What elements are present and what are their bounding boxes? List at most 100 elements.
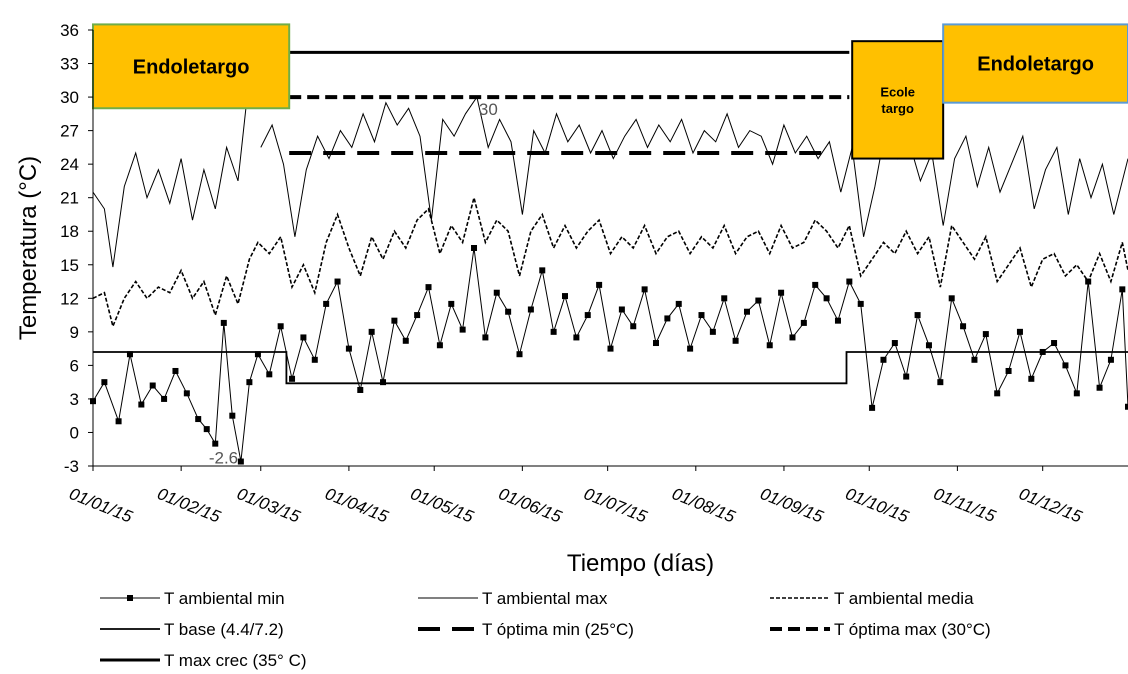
x-tick-label: 01/05/15 bbox=[408, 484, 477, 527]
series-line-2 bbox=[92, 95, 1128, 268]
phase-box-3 bbox=[942, 23, 1128, 104]
y-axis-title: Temperatura (°C) bbox=[15, 156, 42, 340]
series-marker bbox=[229, 412, 236, 419]
series-marker bbox=[869, 404, 876, 411]
y-tick-label: 21 bbox=[60, 189, 79, 208]
series-marker bbox=[664, 315, 671, 322]
series-marker bbox=[812, 281, 819, 288]
series-marker bbox=[857, 300, 864, 307]
series-marker bbox=[971, 356, 978, 363]
series-marker bbox=[630, 323, 637, 330]
legend-label: T max crec (35° C) bbox=[164, 651, 307, 670]
y-tick-label: 27 bbox=[60, 122, 79, 141]
series-marker bbox=[126, 351, 133, 358]
x-tick-label: 01/12/15 bbox=[1016, 484, 1085, 527]
y-tick-label: 9 bbox=[70, 323, 79, 342]
series-marker bbox=[834, 317, 841, 324]
legend-label: T ambiental media bbox=[834, 589, 974, 608]
series-marker bbox=[172, 367, 179, 374]
legend-label: T ambiental max bbox=[482, 589, 608, 608]
y-tick-label: -3 bbox=[64, 457, 79, 476]
series-marker bbox=[800, 319, 807, 326]
series-marker bbox=[357, 386, 364, 393]
series-marker bbox=[596, 281, 603, 288]
series-line-1 bbox=[92, 247, 1128, 462]
legend-marker bbox=[127, 595, 133, 601]
series-line-3 bbox=[92, 197, 1128, 329]
series-marker bbox=[527, 306, 534, 313]
series-marker bbox=[789, 334, 796, 341]
x-tick-label: 01/04/15 bbox=[322, 484, 391, 527]
x-axis-title: Tiempo (días) bbox=[567, 550, 714, 577]
series-marker bbox=[846, 278, 853, 285]
x-tick-label: 01/06/15 bbox=[496, 484, 565, 527]
x-tick-label: 01/08/15 bbox=[669, 484, 738, 527]
legend-label: T óptima min (25°C) bbox=[482, 620, 634, 639]
series-marker bbox=[482, 334, 489, 341]
x-tick-label: 01/11/15 bbox=[931, 484, 999, 526]
series-marker bbox=[823, 295, 830, 302]
series-marker bbox=[675, 300, 682, 307]
phase-box-1 bbox=[92, 23, 291, 110]
series-marker bbox=[436, 342, 443, 349]
legend: T ambiental min T ambiental max T ambienta… bbox=[100, 589, 991, 670]
series-marker bbox=[994, 390, 1001, 397]
series-marker bbox=[220, 319, 227, 326]
series-marker bbox=[766, 342, 773, 349]
series-marker bbox=[1051, 340, 1058, 347]
phase-box-label: Endoletargo bbox=[133, 56, 250, 78]
series-marker bbox=[880, 356, 887, 363]
x-tick-label: 01/03/15 bbox=[234, 484, 303, 527]
series-marker bbox=[459, 326, 466, 333]
series-marker bbox=[115, 418, 122, 425]
series-marker bbox=[641, 286, 648, 293]
series-marker bbox=[471, 245, 478, 251]
series-marker bbox=[212, 440, 219, 447]
series-marker bbox=[414, 312, 421, 319]
series-marker bbox=[311, 356, 318, 363]
series-marker bbox=[183, 390, 190, 397]
series-marker bbox=[402, 337, 409, 344]
series-marker bbox=[573, 334, 580, 341]
series-marker bbox=[425, 284, 432, 291]
y-tick-label: 0 bbox=[70, 423, 79, 442]
series-marker bbox=[618, 306, 625, 313]
x-axis: 01/01/15 01/02/15 01/03/15 01/04/15 01/05/15… bbox=[67, 465, 1128, 527]
series-marker bbox=[391, 317, 398, 324]
series-marker bbox=[1062, 362, 1069, 369]
series-marker bbox=[914, 312, 921, 319]
series-marker bbox=[1107, 356, 1114, 363]
series-marker bbox=[195, 416, 202, 423]
series-marker bbox=[1016, 328, 1023, 335]
legend-label: T óptima max (30°C) bbox=[834, 620, 991, 639]
series-marker bbox=[1073, 390, 1080, 397]
phase-box-label: Ecole targo bbox=[880, 85, 915, 116]
series-marker bbox=[903, 373, 910, 380]
series-marker bbox=[237, 458, 244, 465]
series-marker bbox=[982, 331, 989, 338]
series-marker bbox=[1096, 384, 1103, 391]
data-annotation: 30 bbox=[479, 100, 498, 119]
series-marker bbox=[277, 323, 284, 330]
series-marker bbox=[1005, 367, 1012, 374]
x-tick-label: 01/10/15 bbox=[843, 484, 912, 527]
series-marker bbox=[607, 345, 614, 352]
y-tick-label: 18 bbox=[60, 222, 79, 241]
series-marker bbox=[1028, 375, 1035, 382]
series-marker bbox=[755, 297, 762, 304]
series-marker bbox=[380, 379, 387, 386]
y-tick-label: 12 bbox=[60, 289, 79, 308]
x-tick-label: 01/02/15 bbox=[155, 484, 224, 527]
y-tick-label: 36 bbox=[60, 21, 79, 40]
legend-label: T base (4.4/7.2) bbox=[164, 620, 284, 639]
series-marker bbox=[698, 312, 705, 319]
series-marker bbox=[300, 334, 307, 341]
y-tick-label: 30 bbox=[60, 88, 79, 107]
series-marker bbox=[562, 293, 569, 300]
series-marker bbox=[266, 371, 273, 378]
series-marker bbox=[493, 289, 500, 296]
series-marker bbox=[161, 395, 168, 402]
series-marker bbox=[778, 289, 785, 296]
